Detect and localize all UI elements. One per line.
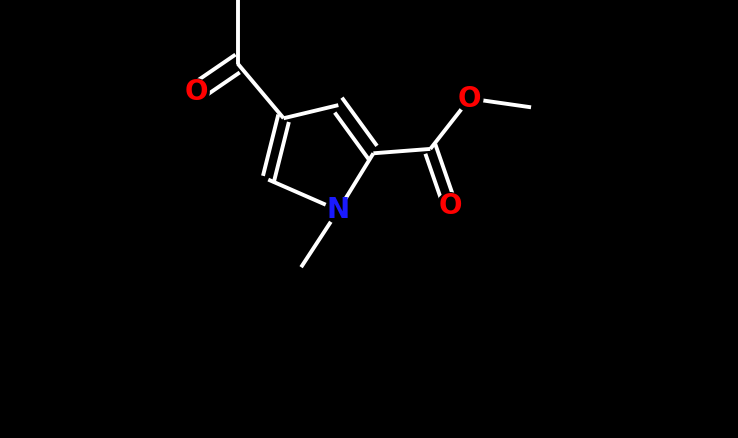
- Circle shape: [457, 85, 483, 112]
- Text: O: O: [184, 78, 207, 106]
- Circle shape: [183, 79, 209, 105]
- Text: O: O: [458, 85, 481, 113]
- Circle shape: [437, 193, 463, 219]
- Circle shape: [325, 197, 351, 223]
- Text: O: O: [438, 192, 462, 220]
- Text: N: N: [327, 196, 350, 224]
